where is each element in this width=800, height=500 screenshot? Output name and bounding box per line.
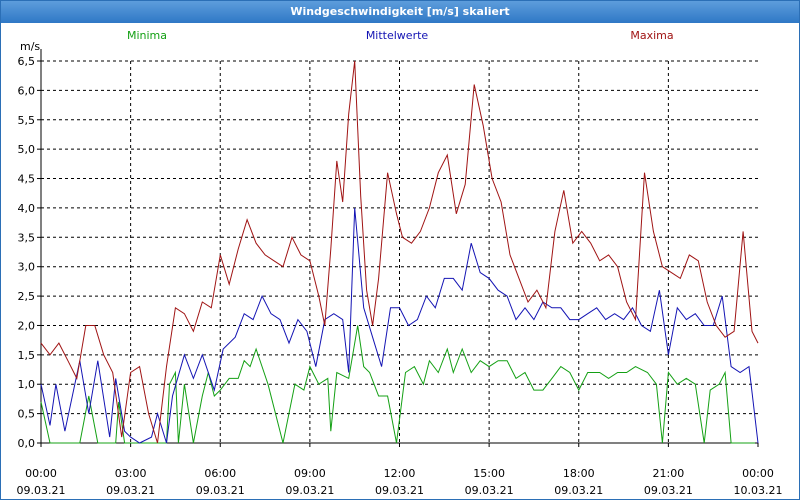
legend-minima: Minima — [127, 29, 167, 42]
x-tick-time: 06:00 — [204, 467, 236, 480]
x-tick-time: 00:00 — [742, 467, 774, 480]
series-line-minima — [40, 325, 755, 444]
x-tick-time: 03:00 — [115, 467, 147, 480]
x-tick-date: 10.03.21 — [734, 484, 783, 497]
y-tick-label: 1,5 — [18, 349, 36, 362]
x-tick-date: 09.03.21 — [17, 484, 66, 497]
x-tick-time: 18:00 — [563, 467, 595, 480]
grid — [41, 60, 758, 443]
x-tick-time: 15:00 — [473, 467, 505, 480]
series-line-maxima — [40, 60, 759, 444]
y-tick-label: 6,0 — [18, 84, 36, 97]
x-tick-date: 09.03.21 — [106, 484, 155, 497]
y-tick-label: 4,0 — [18, 202, 36, 215]
x-tick-date: 09.03.21 — [196, 484, 245, 497]
series — [40, 60, 759, 444]
y-tick-label: 6,5 — [18, 55, 36, 68]
y-tick-label: 2,5 — [18, 290, 36, 303]
x-tick-date: 09.03.21 — [375, 484, 424, 497]
y-tick-label: 3,5 — [18, 231, 36, 244]
y-tick-label: 5,5 — [18, 114, 36, 127]
y-tick-label: 5,0 — [18, 143, 36, 156]
x-tick-date: 09.03.21 — [285, 484, 334, 497]
y-tick-label: 1,0 — [18, 378, 36, 391]
x-tick-date: 09.03.21 — [644, 484, 693, 497]
x-tick-time: 09:00 — [294, 467, 326, 480]
window-title: Windgeschwindigkeit [m/s] skaliert — [1, 1, 799, 23]
legend-maxima: Maxima — [630, 29, 673, 42]
series-line-mittelwerte — [40, 207, 759, 444]
x-tick-time: 00:00 — [25, 467, 57, 480]
legend-mittelwerte: Mittelwerte — [366, 29, 429, 42]
y-tick-label: 0,0 — [18, 437, 36, 450]
y-axis-unit: m/s — [20, 40, 40, 53]
y-tick-label: 4,5 — [18, 173, 36, 186]
x-tick-date: 09.03.21 — [554, 484, 603, 497]
axes: 0,0 0,5 1,0 1,5 2,0 2,5 3,0 3,5 4,0 4,5 5,0 5,5 6,0 6… — [17, 40, 783, 497]
legend: Minima Mittelwerte Maxima — [127, 29, 674, 42]
x-tick-time: 21:00 — [653, 467, 685, 480]
y-tick-label: 0,5 — [18, 408, 36, 421]
y-tick-label: 2,0 — [18, 319, 36, 332]
y-tick-label: 3,0 — [18, 261, 36, 274]
x-tick-date: 09.03.21 — [465, 484, 514, 497]
x-tick-time: 12:00 — [384, 467, 416, 480]
wind-speed-chart: 0,0 0,5 1,0 1,5 2,0 2,5 3,0 3,5 4,0 4,5 5,0 5,5 6,0 6… — [17, 29, 783, 497]
